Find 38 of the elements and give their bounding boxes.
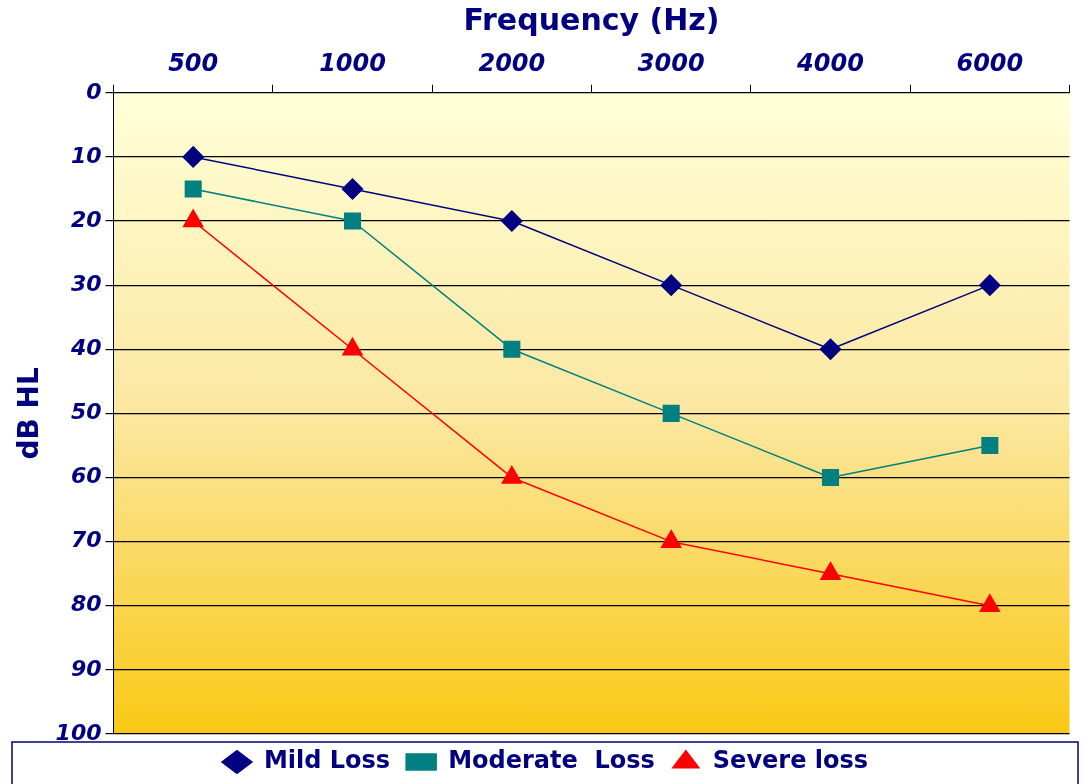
y-tick-label: 40 — [69, 335, 102, 360]
x-tick-label: 500 — [168, 48, 219, 77]
point — [821, 468, 840, 487]
point — [979, 594, 1001, 613]
point — [979, 274, 1001, 296]
legend-label: Severe loss — [712, 746, 869, 775]
y-tick-label: 0 — [86, 78, 102, 104]
y-tick-label: 70 — [70, 527, 102, 553]
x-tick-label: 1000 — [319, 48, 386, 77]
x-tick-label: 4000 — [796, 48, 864, 77]
y-axis-title: dB HL — [12, 367, 46, 460]
point — [662, 404, 680, 422]
x-tick-label: 3000 — [637, 48, 705, 77]
y-tick-label: 50 — [70, 399, 102, 425]
point — [660, 274, 682, 296]
point — [820, 561, 841, 580]
point — [501, 210, 523, 232]
point — [981, 436, 999, 454]
point — [343, 212, 362, 230]
y-tick-label: 10 — [70, 142, 102, 168]
y-tick-label: 20 — [70, 206, 102, 232]
y-tick-label: 30 — [70, 270, 102, 296]
point — [182, 146, 204, 168]
legend-label: Moderate Loss — [448, 746, 655, 775]
point — [819, 338, 842, 361]
point — [184, 180, 202, 198]
y-tick-label: 60 — [70, 463, 102, 489]
x-tick-label: 2000 — [478, 48, 546, 77]
point — [501, 465, 523, 484]
x-tick-label: 6000 — [956, 48, 1024, 77]
y-tick-label: 100 — [55, 719, 102, 745]
y-tick-label: 80 — [70, 591, 102, 617]
legend-label: Mild Loss — [263, 746, 391, 775]
y-tick-label: 90 — [70, 655, 102, 681]
point — [341, 178, 364, 200]
x-axis-title: Frequency (Hz) — [463, 1, 720, 37]
point — [660, 529, 682, 548]
point — [503, 340, 521, 358]
